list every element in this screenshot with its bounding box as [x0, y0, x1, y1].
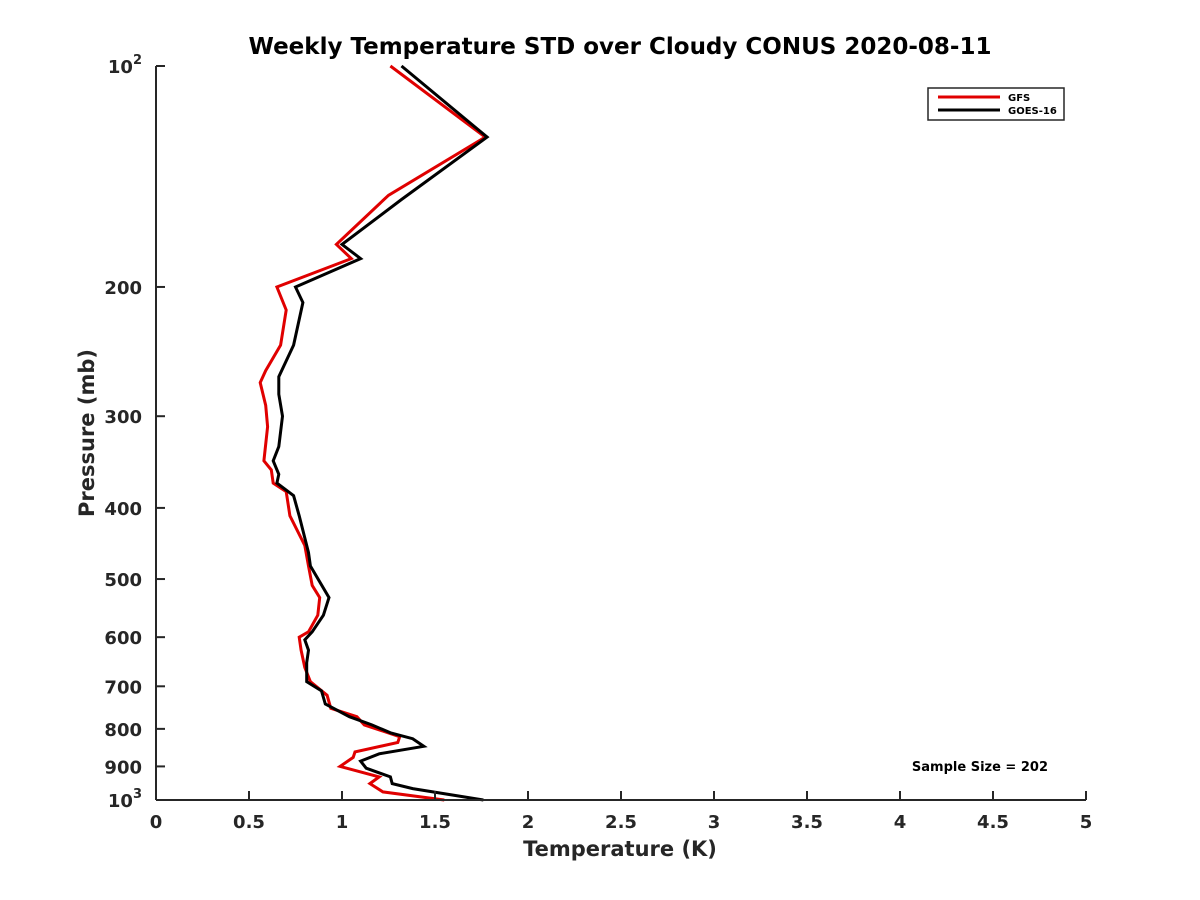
y-tick-label: 600	[104, 628, 142, 649]
x-tick-label: 2	[522, 812, 535, 833]
y-tick-label: 103	[108, 787, 142, 812]
x-tick-label: 0	[150, 812, 163, 833]
x-tick-label: 3	[708, 812, 721, 833]
x-tick-label: 2.5	[605, 812, 637, 833]
y-tick-label: 500	[104, 570, 142, 591]
x-tick-label: 5	[1080, 812, 1093, 833]
sample-size-annotation: Sample Size = 202	[912, 760, 1048, 775]
x-tick-label: 1	[336, 812, 349, 833]
series-line-gfs	[258, 64, 488, 802]
legend: GFS GOES-16	[927, 87, 1065, 121]
x-tick-label: 3.5	[791, 812, 823, 833]
y-tick-label: 800	[104, 720, 142, 741]
series-line-goes-16	[271, 64, 490, 802]
x-tick-label: 1.5	[419, 812, 451, 833]
x-axis-label: Temperature (K)	[523, 837, 717, 861]
y-tick-label: 102	[108, 53, 142, 78]
y-tick-label: 400	[104, 499, 142, 520]
x-tick-label: 0.5	[233, 812, 265, 833]
plot-area	[258, 64, 490, 802]
y-axis-label: Pressure (mb)	[75, 349, 99, 517]
y-axis: 102 200 300 400 500 600 700 800 900 103	[104, 53, 165, 812]
y-tick-label: 700	[104, 677, 142, 698]
y-tick-label: 200	[104, 278, 142, 299]
legend-box	[927, 87, 1065, 121]
legend-label: GOES-16	[1008, 106, 1057, 117]
y-tick-label: 900	[104, 757, 142, 778]
legend-label: GFS	[1008, 93, 1030, 104]
chart-title: Weekly Temperature STD over Cloudy CONUS…	[249, 34, 992, 60]
y-tick-label: 300	[104, 407, 142, 428]
x-axis: 0 0.5 1 1.5 2 2.5 3 3.5 4 4.5 5	[150, 791, 1093, 833]
x-tick-label: 4	[894, 812, 907, 833]
x-tick-label: 4.5	[977, 812, 1009, 833]
